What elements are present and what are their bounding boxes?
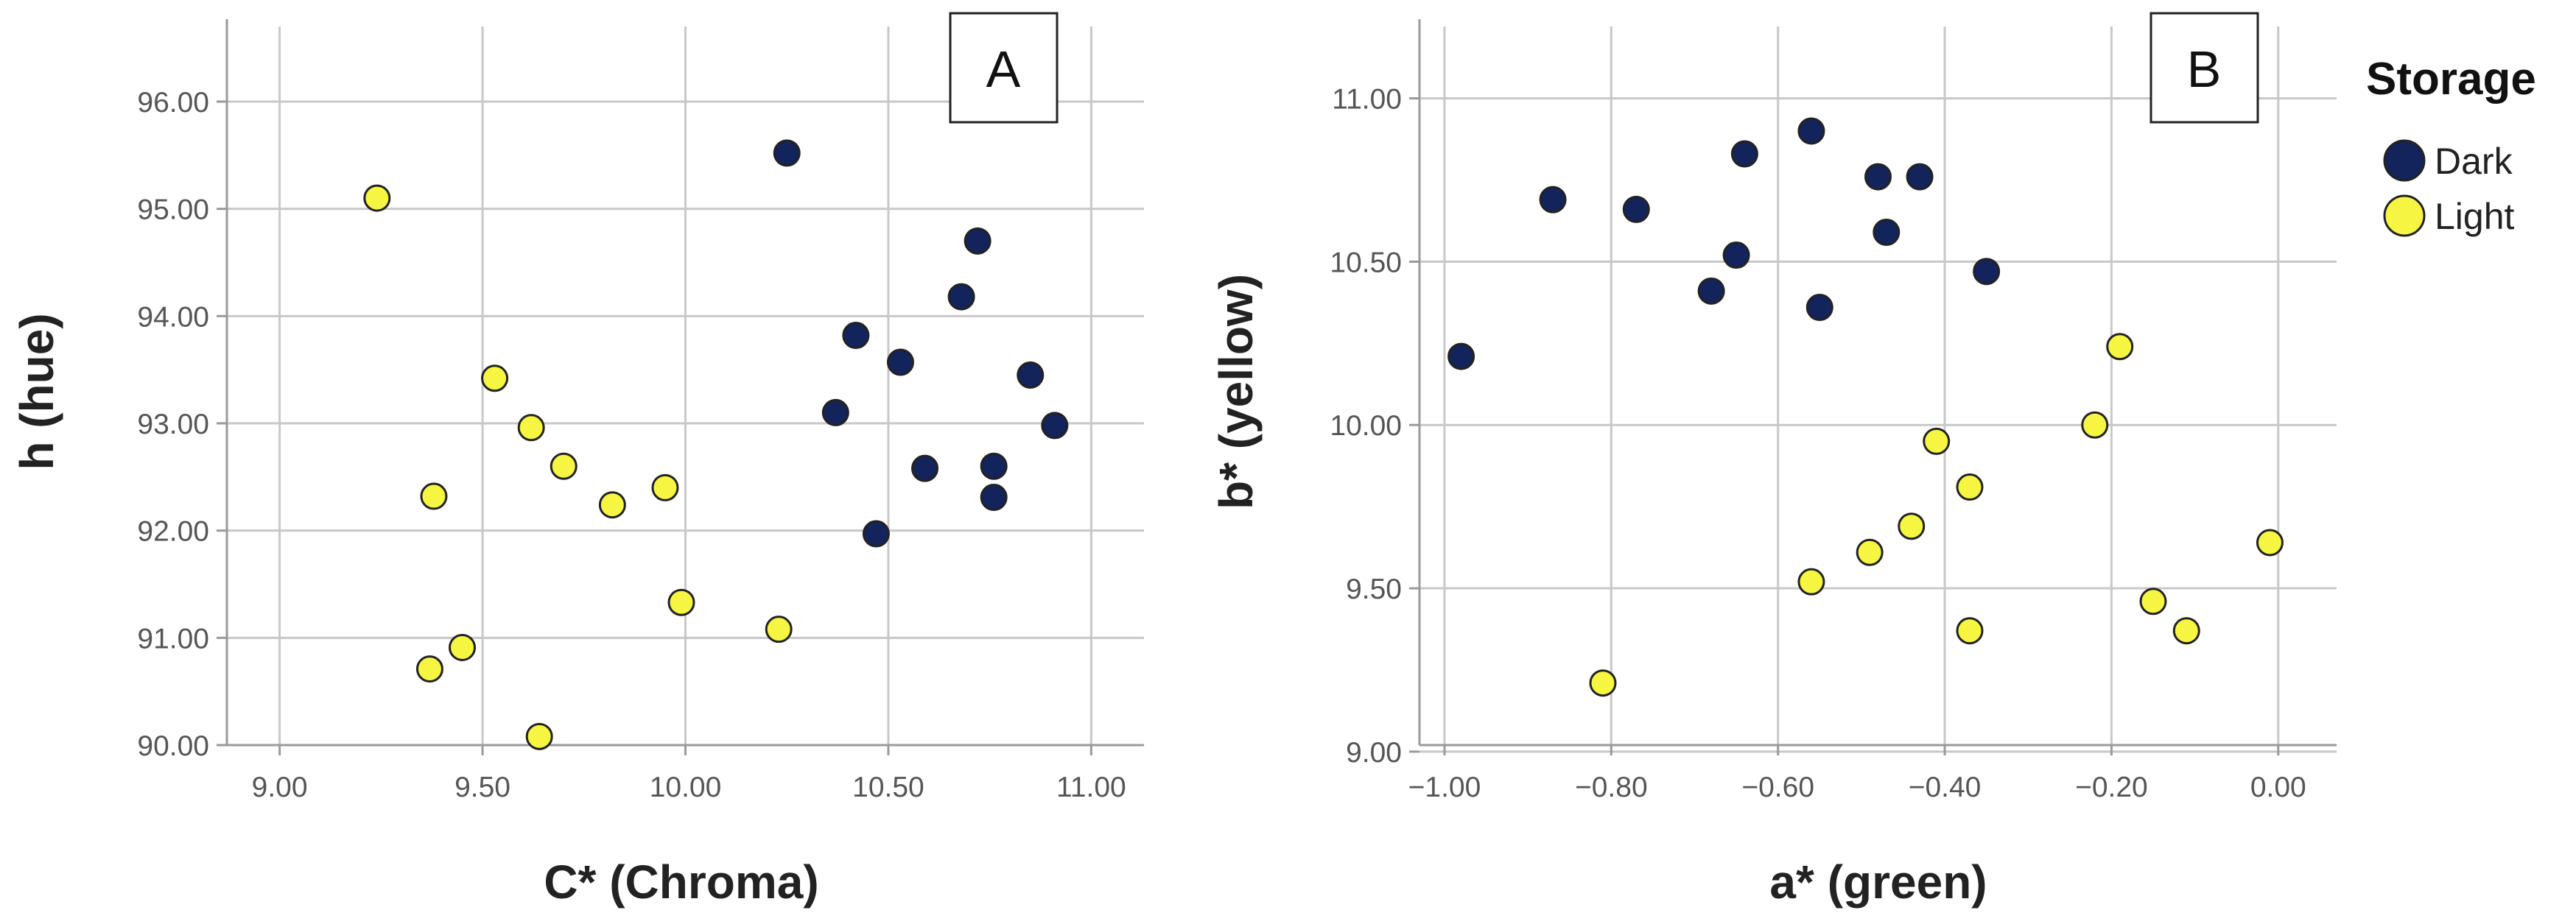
panel-b-point-light	[1956, 617, 1984, 645]
panel-b-chart: −1.00 −0.80 −0.60 −0.40 −0.20 0.00 9.00 9.50 10.…	[1210, 12, 2337, 909]
panel-b-y-tick-label: 9.50	[1346, 574, 1402, 605]
panel-b-point-dark	[1973, 258, 2001, 286]
panel-b-point-dark	[1873, 218, 1901, 246]
panel-a-point-dark	[1041, 412, 1069, 440]
panel-b-plot-area	[1419, 27, 2337, 745]
panel-a-point-light	[415, 655, 443, 683]
panel-b-point-dark	[1539, 186, 1567, 214]
panel-a-point-light	[598, 491, 626, 519]
panel-b-y-axis-title: b* (yellow)	[1210, 274, 1263, 509]
legend-title: Storage	[2366, 54, 2536, 105]
panel-b-point-dark	[1722, 241, 1750, 269]
panel-b-point-light	[1923, 427, 1951, 455]
panel-b-point-dark	[1697, 277, 1725, 305]
panel-b-y-tick-label: 10.00	[1330, 410, 1402, 442]
panel-a-point-dark	[842, 322, 870, 350]
panel-b-label-box: B	[2149, 12, 2259, 124]
legend-label-dark: Dark	[2435, 141, 2513, 182]
panel-a-point-dark	[821, 398, 849, 426]
panel-b-y-tick-label: 10.50	[1330, 247, 1402, 278]
panel-a-y-tick-label: 93.00	[137, 409, 209, 440]
legend-swatch-dark	[2383, 139, 2426, 182]
panel-b-points	[1447, 117, 2284, 697]
panel-b-point-light	[1797, 568, 1825, 596]
panel-a-grid	[227, 27, 1144, 747]
panel-a-chart: 9.00 9.50 10.00 10.50 11.00 90.00 91.00 92.00 93…	[10, 12, 1144, 909]
panel-a-point-dark	[773, 139, 801, 167]
panel-a-point-light	[525, 722, 553, 750]
panel-a-tick-labels: 9.00 9.50 10.00 10.50 11.00 90.00 91.00 92.00 93…	[137, 87, 1126, 803]
panel-b-point-light	[1956, 473, 1984, 501]
panel-a-point-dark	[1017, 361, 1045, 389]
panel-b-point-dark	[1730, 140, 1758, 168]
panel-a-point-dark	[911, 454, 939, 482]
panel-a-point-light	[765, 616, 793, 643]
panel-a-point-dark	[862, 520, 890, 548]
panel-a-x-tick-label: 10.50	[852, 772, 924, 803]
panel-a-x-tick-label: 9.50	[455, 772, 510, 803]
panel-b-point-light	[2106, 333, 2134, 361]
panel-a-y-axis-title: h (hue)	[10, 313, 63, 470]
panel-a-point-light	[667, 588, 695, 616]
panel-b-x-tick-label: −0.80	[1575, 772, 1648, 803]
panel-b-axes	[1409, 19, 2337, 755]
panel-a-point-dark	[964, 227, 992, 255]
panel-b-point-light	[1589, 669, 1617, 697]
panel-a-points	[363, 139, 1069, 750]
panel-b-point-light	[1856, 538, 1884, 566]
panel-a-point-light	[420, 482, 448, 510]
panel-a-point-light	[550, 452, 578, 480]
legend-label-light: Light	[2435, 196, 2515, 237]
panel-a-x-axis-title: C* (Chroma)	[544, 856, 818, 909]
legend-item-dark: Dark	[2383, 139, 2513, 182]
panel-a-point-light	[481, 364, 509, 392]
panel-b-tick-labels: −1.00 −0.80 −0.60 −0.40 −0.20 0.00 9.00 9.50 10.…	[1330, 84, 2306, 803]
panel-a-point-dark	[980, 452, 1008, 480]
panel-a-x-tick-label: 11.00	[1056, 772, 1126, 803]
panel-b-x-axis-title: a* (green)	[1769, 856, 1987, 909]
panel-b-point-light	[2081, 411, 2109, 439]
panel-b-y-tick-label: 11.00	[1332, 84, 1402, 116]
panel-a-point-dark	[980, 483, 1008, 511]
panel-a-point-dark	[886, 348, 914, 376]
legend-item-light: Light	[2383, 194, 2515, 237]
panel-b-point-light	[2256, 529, 2284, 557]
panel-a-y-tick-label: 94.00	[137, 301, 209, 333]
panel-b-point-dark	[1805, 294, 1833, 322]
panel-b-y-tick-label: 9.00	[1346, 737, 1402, 769]
panel-a-point-light	[517, 414, 545, 442]
panel-a-point-light	[363, 184, 391, 212]
panel-b-point-light	[2139, 588, 2167, 616]
panel-b-point-light	[2172, 617, 2200, 645]
panel-b-x-tick-label: −0.60	[1741, 772, 1814, 803]
panel-b-x-tick-label: −0.40	[1909, 772, 1982, 803]
panel-b-x-tick-label: 0.00	[2250, 772, 2306, 803]
panel-a-y-tick-label: 92.00	[137, 516, 209, 548]
panel-b-label: B	[2187, 40, 2222, 98]
panel-a-point-dark	[947, 283, 975, 311]
panel-b-x-tick-label: −0.20	[2075, 772, 2148, 803]
panel-b-point-dark	[1906, 163, 1934, 191]
legend: Storage Dark Light	[2366, 54, 2536, 237]
panel-a-x-tick-label: 9.00	[252, 772, 308, 803]
panel-a-label-box: A	[949, 12, 1059, 124]
panel-a-x-tick-label: 10.00	[650, 772, 722, 803]
panel-b-grid	[1419, 27, 2337, 753]
panel-a-label: A	[986, 40, 1021, 98]
panel-a-y-tick-label: 96.00	[137, 87, 209, 119]
panel-a-y-tick-label: 91.00	[137, 623, 209, 655]
panel-a-point-light	[449, 633, 477, 661]
panel-a-axes	[217, 19, 1144, 755]
panel-b-point-dark	[1864, 163, 1892, 191]
panel-a-y-tick-label: 95.00	[137, 194, 209, 226]
panel-b-point-light	[1898, 512, 1926, 540]
panel-a-point-light	[651, 473, 679, 501]
legend-swatch-light	[2383, 194, 2426, 237]
panel-b-x-tick-label: −1.00	[1408, 772, 1481, 803]
panel-b-point-dark	[1622, 195, 1650, 223]
panel-a-y-tick-label: 90.00	[137, 730, 209, 762]
panel-b-point-dark	[1797, 117, 1825, 145]
panel-b-point-dark	[1447, 342, 1475, 370]
